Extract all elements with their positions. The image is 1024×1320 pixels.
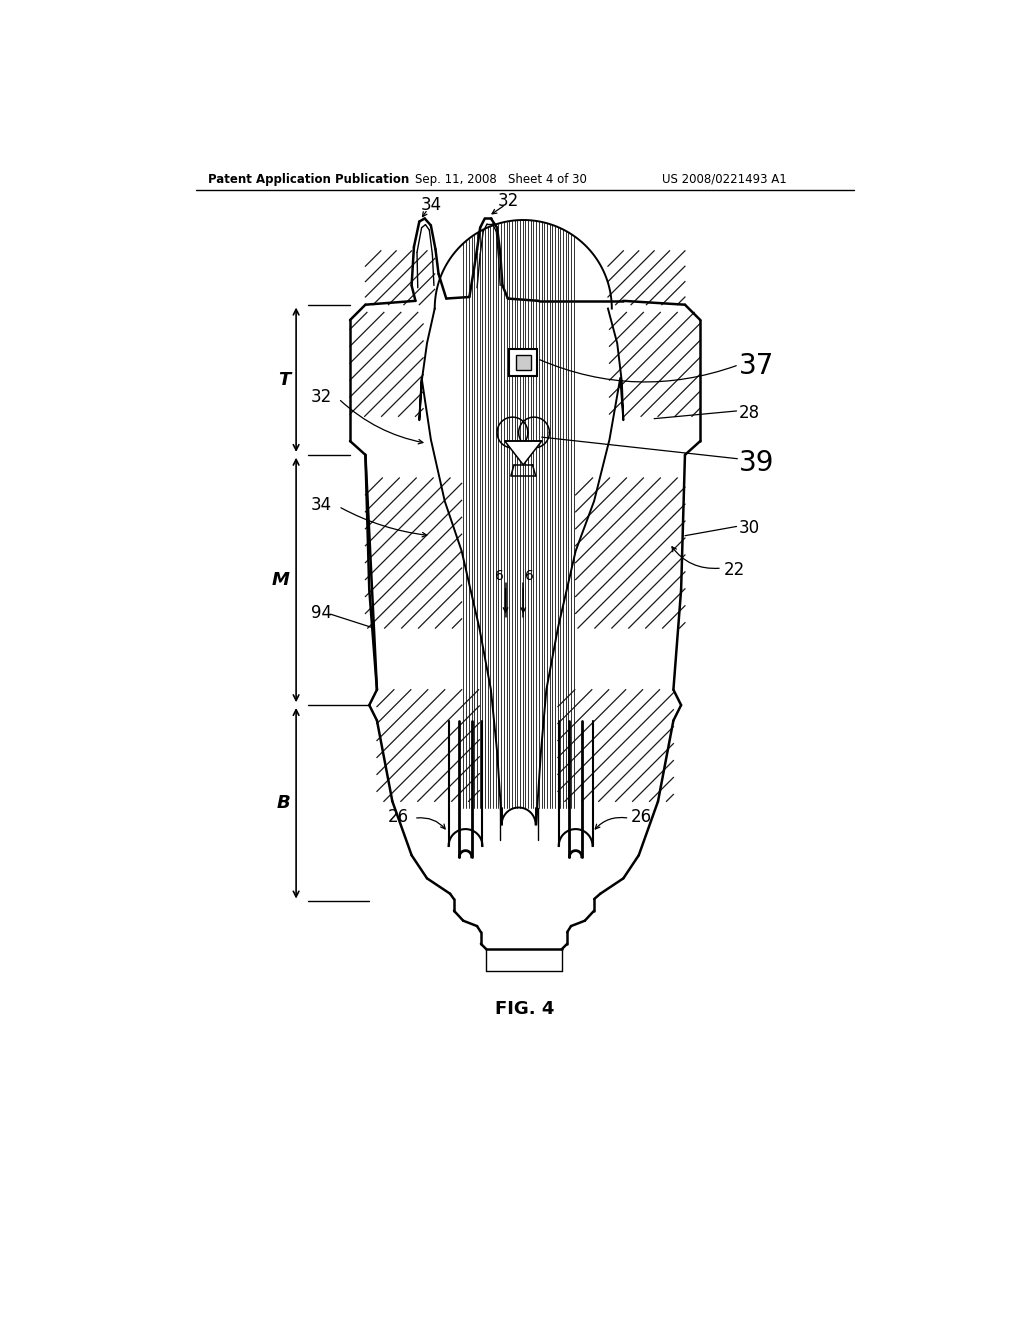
Text: M: M: [272, 572, 290, 589]
Text: Patent Application Publication: Patent Application Publication: [208, 173, 409, 186]
Text: 34: 34: [420, 195, 441, 214]
Text: T: T: [278, 371, 290, 389]
Text: 30: 30: [739, 519, 760, 537]
Polygon shape: [515, 355, 531, 370]
Polygon shape: [509, 348, 538, 376]
Text: B: B: [276, 795, 290, 812]
Text: 37: 37: [739, 352, 774, 380]
Text: 22: 22: [724, 561, 744, 579]
Polygon shape: [505, 441, 542, 465]
Text: 34: 34: [311, 496, 333, 513]
Text: 28: 28: [739, 404, 760, 421]
Text: US 2008/0221493 A1: US 2008/0221493 A1: [662, 173, 786, 186]
Text: 6: 6: [525, 569, 534, 582]
Text: 39: 39: [739, 449, 774, 477]
Text: 94: 94: [311, 603, 333, 622]
Text: 26: 26: [631, 808, 652, 826]
Text: 32: 32: [311, 388, 333, 407]
Text: 26: 26: [388, 808, 410, 826]
Text: 32: 32: [498, 191, 518, 210]
Text: 6: 6: [495, 569, 504, 582]
Text: Sep. 11, 2008   Sheet 4 of 30: Sep. 11, 2008 Sheet 4 of 30: [416, 173, 588, 186]
Text: FIG. 4: FIG. 4: [496, 1001, 554, 1018]
